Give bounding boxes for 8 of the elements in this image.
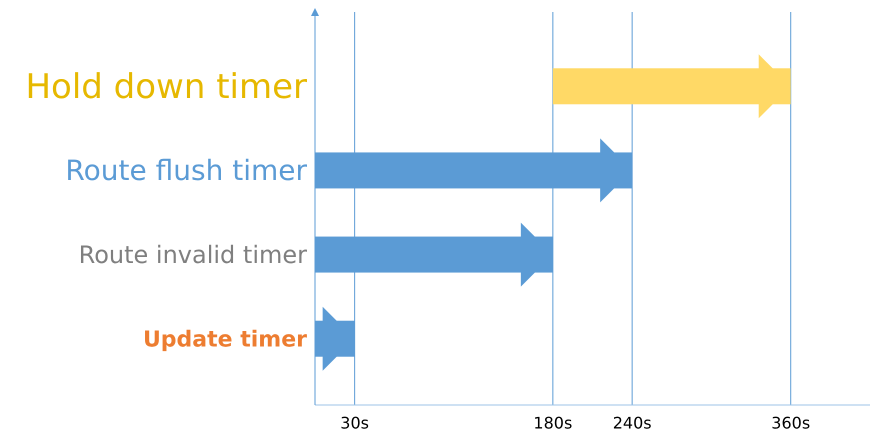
y-tick-label: Hold down timer [25, 67, 308, 108]
x-tick-label: 240s [612, 413, 652, 432]
x-tick-label: 360s [771, 413, 810, 432]
x-tick-label: 30s [340, 413, 369, 432]
y-tick-label: Update timer [142, 327, 308, 352]
y-tick-label: Route flush timer [65, 154, 308, 188]
y-tick-label: Route invalid timer [78, 240, 308, 269]
x-tick-label: 180s [533, 413, 572, 432]
